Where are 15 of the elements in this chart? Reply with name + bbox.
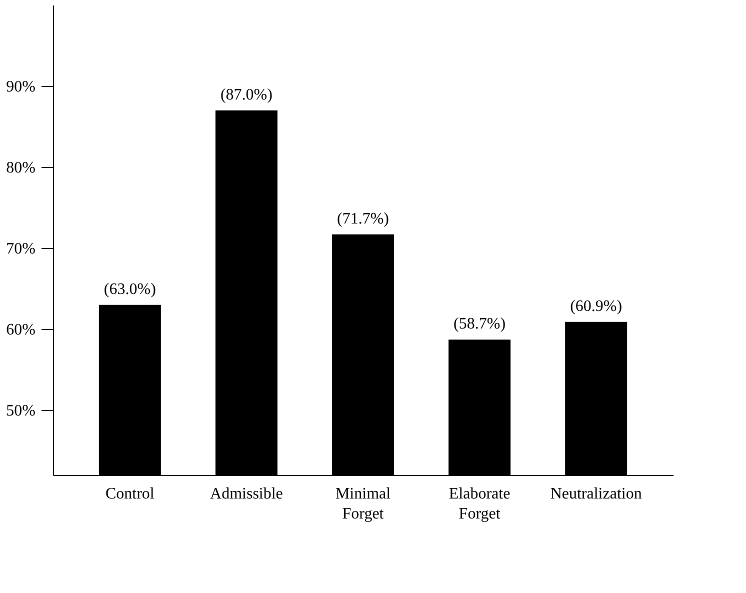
x-tick-label: Minimal Forget	[335, 486, 392, 522]
x-tick-label: Control	[105, 486, 155, 502]
y-tick-label: 60%	[6, 322, 36, 339]
x-tick-label: Admissible	[210, 486, 283, 502]
y-tick-label: 70%	[6, 240, 36, 258]
data-label: (63.0%)	[104, 280, 156, 298]
data-label: (71.7%)	[337, 210, 389, 228]
x-tick-label: Elaborate Forget	[448, 486, 510, 522]
y-tick-label: 80%	[6, 160, 36, 177]
y-tick-label: 50%	[6, 402, 36, 420]
data-label: (87.0%)	[220, 86, 272, 104]
x-tick-label: Neutralization	[550, 486, 642, 502]
data-label: (58.7%)	[454, 316, 506, 333]
y-tick-label: 90%	[6, 78, 36, 96]
data-label: (60.9%)	[570, 298, 622, 315]
